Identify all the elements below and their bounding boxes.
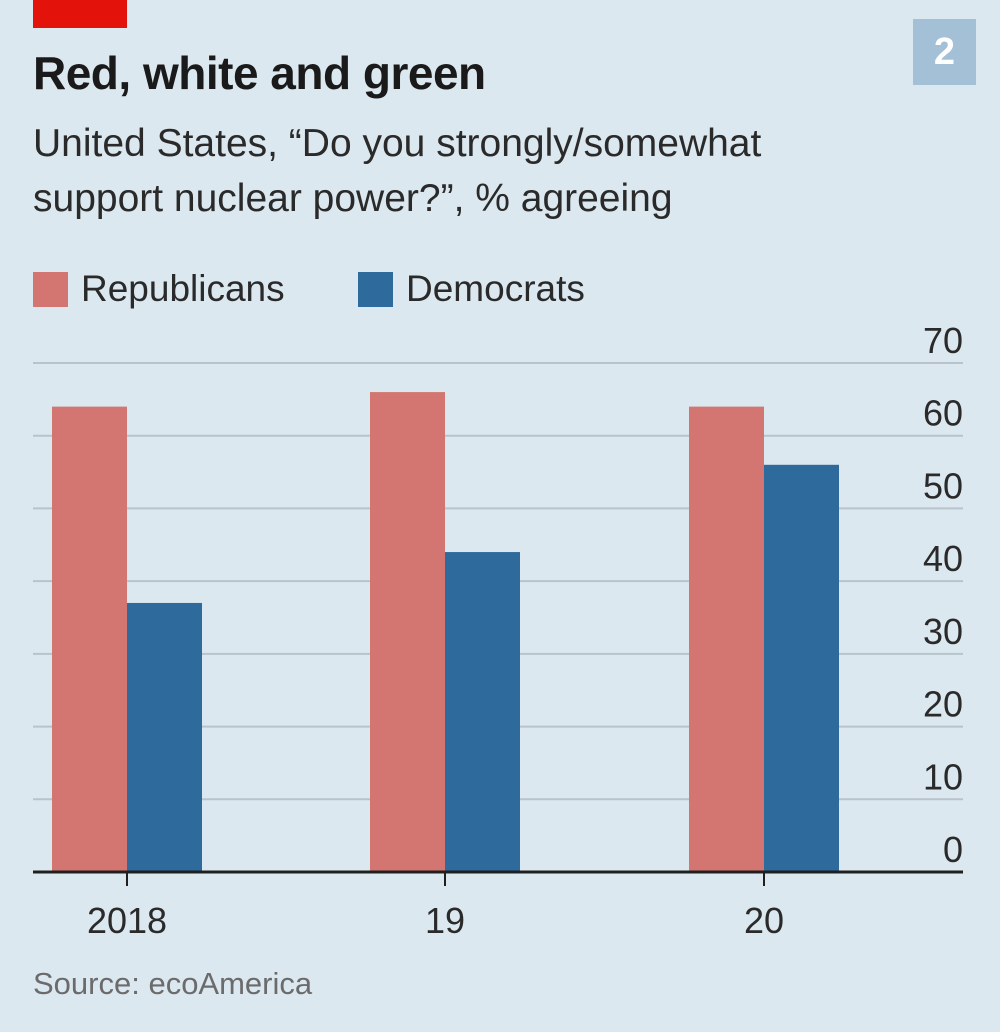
bar-republicans-2018 (52, 406, 127, 872)
legend-item-republicans: Republicans (33, 268, 285, 310)
y-tick-label-50: 50 (923, 465, 963, 506)
bar-democrats-20 (764, 464, 839, 872)
chart-title: Red, white and green (33, 47, 486, 99)
y-tick-label-0: 0 (943, 829, 963, 870)
bar-democrats-2018 (127, 602, 202, 872)
legend-label-republicans: Republicans (81, 268, 285, 309)
chart-subtitle: United States, “Do you strongly/somewhat… (33, 122, 762, 220)
source-note: Source: ecoAmerica (33, 966, 313, 1001)
legend-swatch-democrats (358, 271, 393, 307)
bar-republicans-19 (370, 392, 445, 872)
bar-republicans-20 (689, 406, 764, 872)
y-tick-label-30: 30 (923, 611, 963, 652)
legend-swatch-republicans (33, 271, 68, 307)
y-tick-label-20: 20 (923, 684, 963, 725)
y-tick-label-70: 70 (923, 320, 963, 361)
bar-democrats-19 (445, 552, 520, 872)
legend-label-democrats: Democrats (406, 268, 585, 309)
y-tick-label-60: 60 (923, 393, 963, 434)
x-tick-label-20: 20 (744, 900, 784, 941)
x-tick-label-19: 19 (425, 900, 465, 941)
y-tick-label-40: 40 (923, 538, 963, 579)
legend-item-democrats: Democrats (358, 268, 585, 310)
accent-tag (33, 0, 127, 28)
chart-number-badge: 2 (913, 19, 976, 85)
y-tick-label-10: 10 (923, 756, 963, 797)
x-tick-label-2018: 2018 (87, 900, 167, 941)
